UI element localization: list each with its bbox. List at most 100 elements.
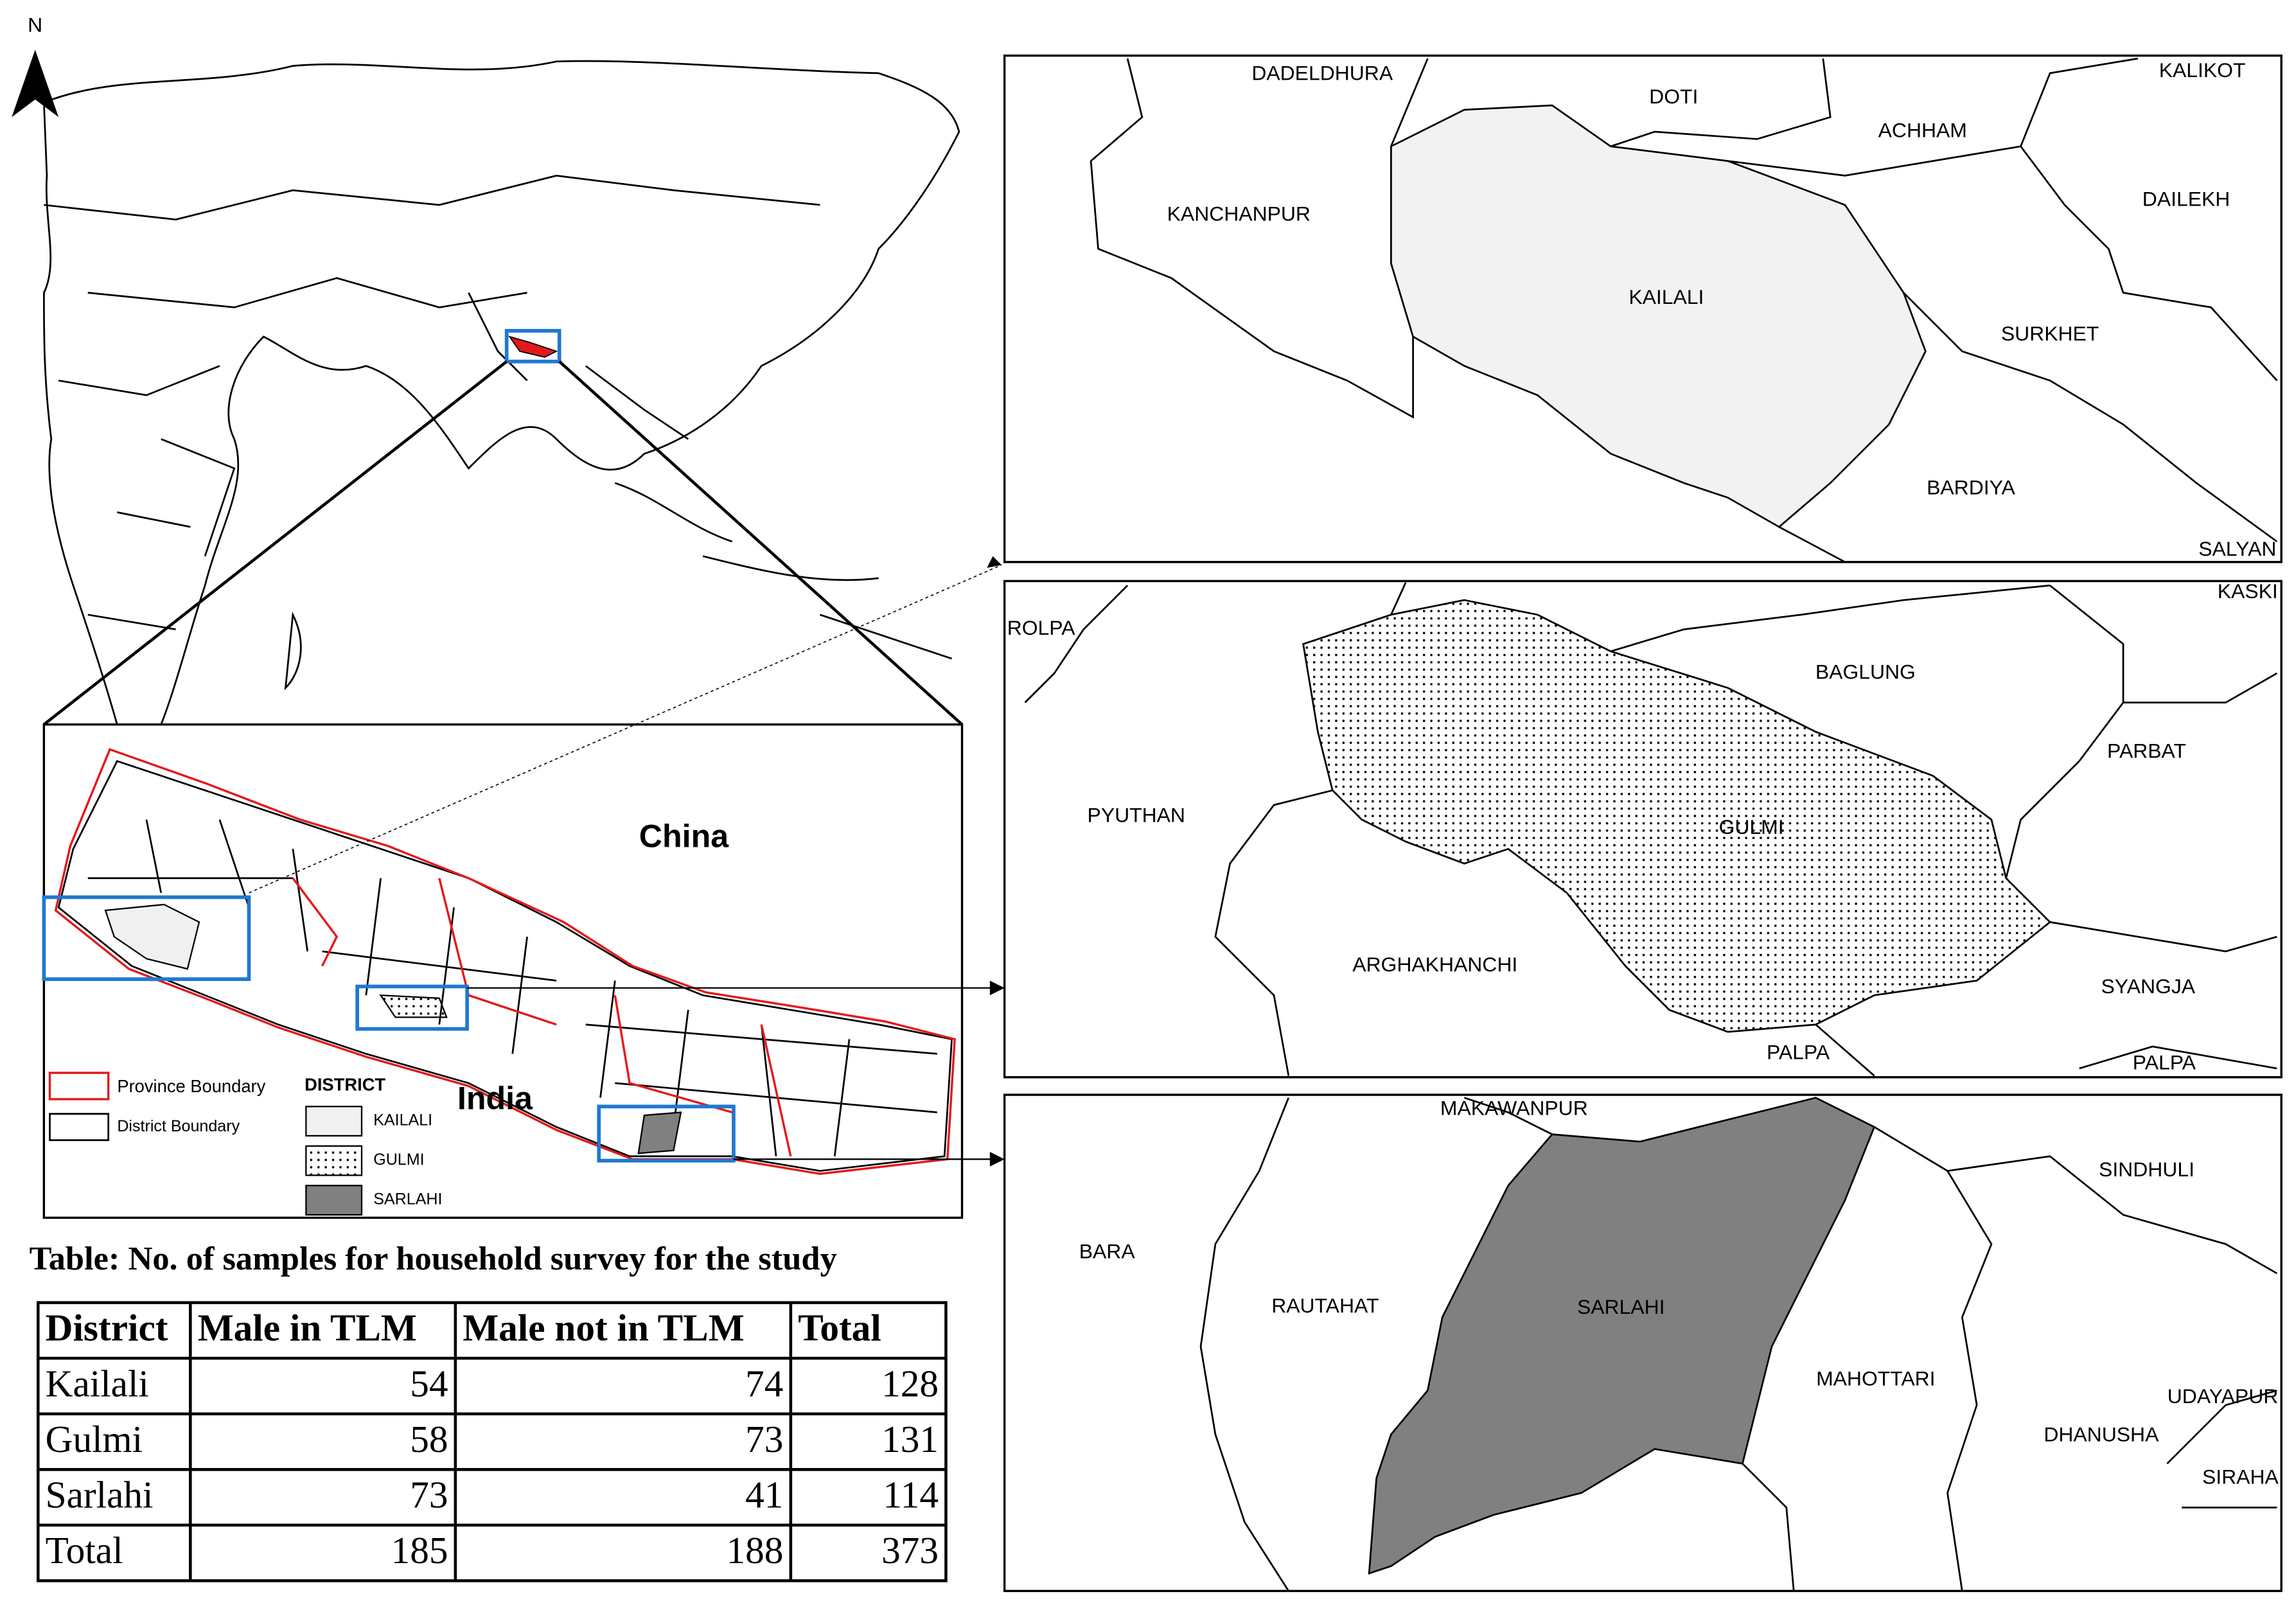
table-cell: 188: [727, 1529, 784, 1571]
district-label: SIRAHA: [2202, 1465, 2279, 1488]
arrowhead: [987, 556, 1002, 568]
table-header: District: [46, 1307, 168, 1349]
map-shape: [504, 329, 561, 364]
map-shape: [87, 819, 937, 1156]
table-cell: 58: [410, 1418, 448, 1460]
legend-label: GULMI: [373, 1151, 424, 1169]
map-shape: [42, 895, 251, 981]
district-label: BARDIYA: [1927, 475, 2015, 499]
nepal-frame: [42, 723, 964, 1219]
district-label: ROLPA: [1007, 616, 1076, 639]
district-label: KASKI: [2218, 579, 2278, 603]
district-label: KANCHANPUR: [1167, 202, 1311, 225]
map-shape: [508, 335, 558, 358]
legend-swatch: [48, 1072, 110, 1101]
legend-swatch: [305, 1106, 363, 1137]
map-shape: [379, 994, 448, 1018]
map-shape: [44, 174, 820, 630]
district-label: SALYAN: [2198, 537, 2276, 560]
map-shape: [284, 611, 302, 691]
map-shape: [1024, 582, 2278, 1077]
district-label: ACHHAM: [1878, 118, 1967, 141]
district-label: SINDHULI: [2099, 1158, 2194, 1181]
table-header: Total: [798, 1307, 881, 1349]
district-label: SARLAHI: [1577, 1295, 1665, 1318]
district-label: ARGHAKHANCHI: [1352, 953, 1517, 976]
legend-label: District Boundary: [117, 1117, 240, 1135]
district-label: DADELDHURA: [1251, 62, 1393, 85]
district-label: PALPA: [2133, 1051, 2196, 1074]
map-shape: [1368, 1097, 1876, 1575]
district-label: PARBAT: [2107, 739, 2186, 762]
district-label: UDAYAPUR: [2168, 1384, 2279, 1408]
inset-gulmi: [1003, 579, 2283, 1079]
north-label: N: [28, 13, 42, 36]
map-shape: [1199, 1097, 2278, 1592]
zoom-line: [42, 360, 508, 726]
table-cell: 131: [881, 1418, 939, 1460]
map-shape: [42, 60, 960, 726]
table-cell: 73: [745, 1418, 783, 1460]
connector: [249, 564, 1002, 894]
district-label: DOTI: [1649, 85, 1698, 108]
table-cell: Total: [46, 1529, 123, 1571]
district-label: PALPA: [1767, 1041, 1830, 1064]
district-label: RAUTAHAT: [1271, 1294, 1379, 1317]
nepal-map: [42, 748, 956, 1175]
map-shape: [597, 1104, 736, 1163]
inset-labels: DADELDHURA DOTI ACHHAM KALIKOT KANCHANPU…: [1007, 58, 2279, 1488]
table-cell: Kailali: [46, 1362, 149, 1404]
map-shape: [355, 984, 469, 1031]
table-cell: 41: [745, 1473, 783, 1516]
district-label: DHANUSHA: [2044, 1422, 2159, 1446]
table-cell: 73: [410, 1473, 448, 1516]
legend-label: SARLAHI: [373, 1190, 442, 1208]
table-cell: 114: [883, 1473, 939, 1516]
north-arrow: [12, 49, 59, 118]
district-label: KALIKOT: [2159, 58, 2246, 82]
arrowhead: [989, 1151, 1005, 1167]
district-label: BARA: [1079, 1240, 1136, 1263]
country-label: China: [639, 818, 729, 854]
map-shape: [637, 1111, 682, 1154]
district-label: PYUTHAN: [1088, 804, 1185, 827]
legend-label: Province Boundary: [117, 1076, 265, 1096]
legend-swatch: [305, 1185, 363, 1216]
table-caption: Table: No. of samples for household surv…: [30, 1240, 837, 1277]
district-label: GULMI: [1719, 815, 1784, 838]
table-cell: Sarlahi: [46, 1473, 154, 1516]
map-shape: [104, 903, 200, 970]
map-shape: [614, 482, 953, 660]
map-shape: [1090, 57, 2278, 563]
district-label: SURKHET: [2001, 322, 2099, 345]
world-map: [42, 60, 960, 726]
table-cell: 128: [881, 1362, 939, 1404]
table-cell: 185: [391, 1529, 448, 1571]
district-label: MAKAWANPUR: [1440, 1096, 1588, 1119]
table-header: Male in TLM: [198, 1307, 417, 1349]
legend-title: DISTRICT: [305, 1075, 385, 1095]
table-border: [36, 1301, 948, 1582]
table-header: Male not in TLM: [463, 1307, 744, 1349]
table-cell: 54: [410, 1362, 448, 1404]
zoom-line: [558, 360, 964, 726]
district-label: SYANGJA: [2101, 975, 2196, 998]
country-label: India: [457, 1080, 533, 1116]
legend-swatch: [305, 1145, 363, 1176]
table-cell: Gulmi: [46, 1418, 143, 1460]
table: District Male in TLM Male not in TLM Total K…: [36, 1301, 948, 1582]
arrowhead: [989, 980, 1005, 996]
inset-sarlahi: [1003, 1093, 2283, 1593]
legend-swatch: [49, 1113, 110, 1142]
district-label: MAHOTTARI: [1816, 1367, 1935, 1390]
table-cell: 74: [745, 1362, 783, 1404]
district-label: KAILALI: [1629, 285, 1704, 308]
district-label: BAGLUNG: [1815, 660, 1916, 683]
table-cell: 373: [881, 1529, 939, 1571]
legend-label: KAILALI: [373, 1111, 432, 1129]
inset-kailali: [1003, 54, 2283, 563]
district-label: DAILEKH: [2142, 188, 2230, 211]
